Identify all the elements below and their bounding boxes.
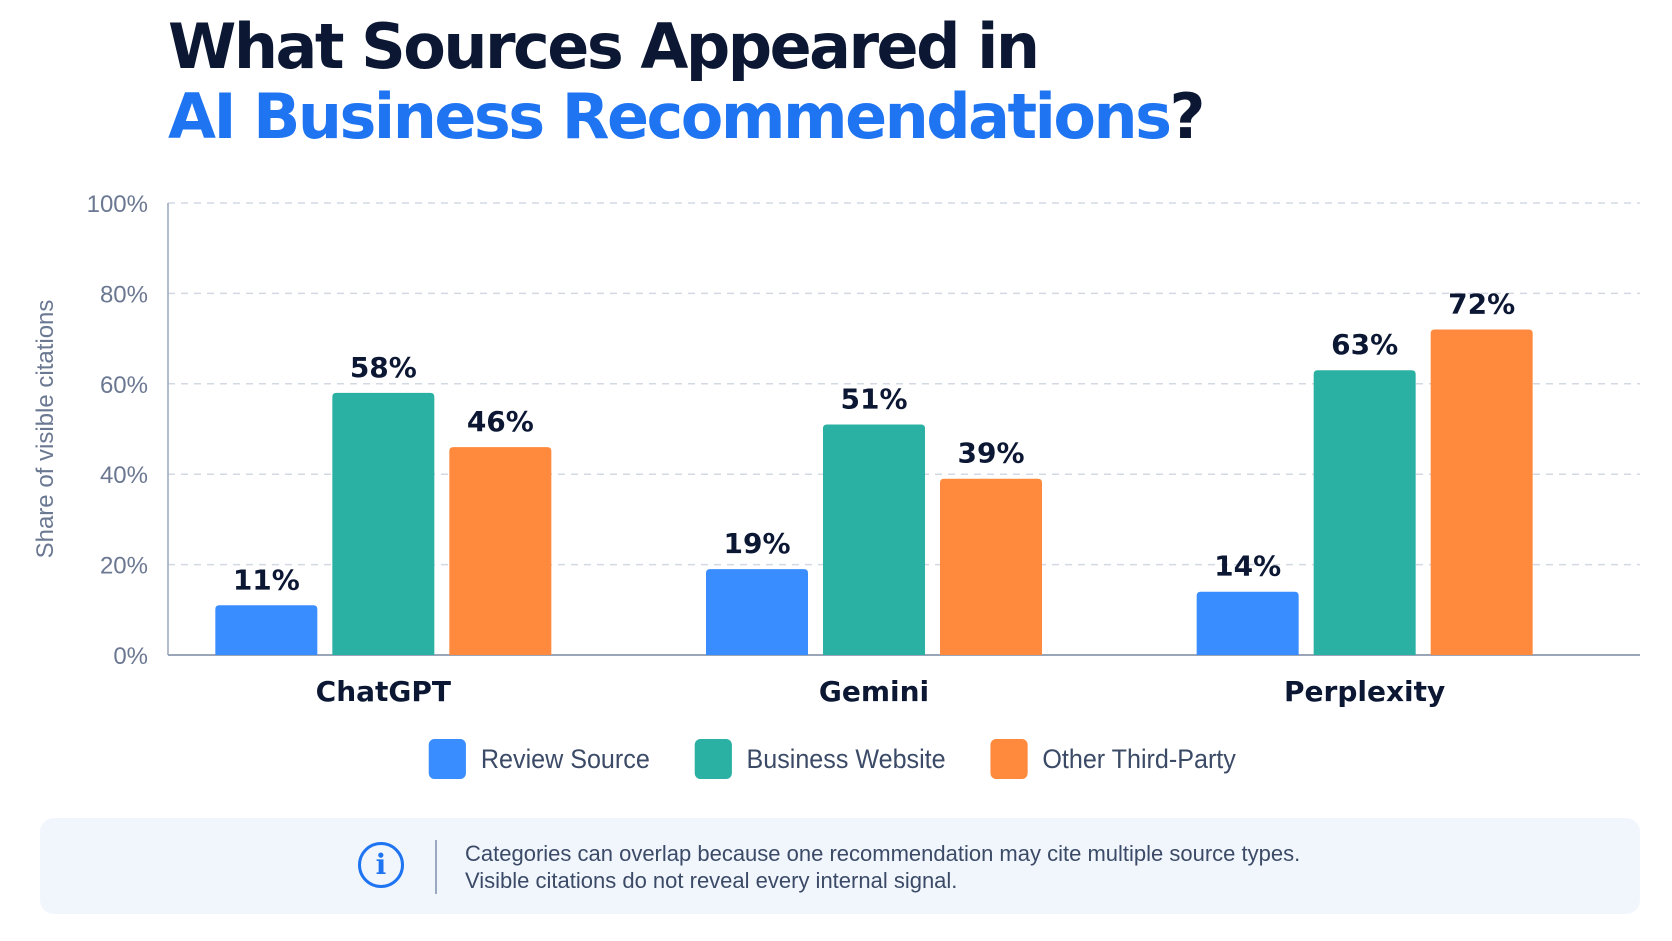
title-line-1: What Sources Appeared in <box>168 10 1040 83</box>
chart-title: What Sources Appeared in AI Business Reco… <box>168 10 1206 153</box>
legend-item-review-source: Review Source <box>428 739 650 779</box>
y-tick-label: 20% <box>100 553 148 580</box>
bar <box>449 447 552 655</box>
y-tick-label: 100% <box>87 191 148 218</box>
x-category-label: Gemini <box>819 675 929 708</box>
legend-swatch-business-website <box>694 739 732 779</box>
bar-value-label: 19% <box>723 527 790 560</box>
x-category-label: ChatGPT <box>316 675 451 708</box>
note-line-2: Visible citations do not reveal every in… <box>465 868 958 893</box>
note-line-1: Categories can overlap because one recom… <box>465 841 1301 866</box>
y-tick-label: 80% <box>100 281 148 308</box>
bar-value-label: 11% <box>233 563 300 596</box>
title-question-mark: ? <box>1169 80 1206 153</box>
bar-value-label: 14% <box>1214 550 1281 583</box>
bar <box>940 478 1042 655</box>
bar-value-label: 39% <box>957 437 1024 470</box>
legend-swatch-review-source <box>428 739 467 779</box>
y-tick-label: 60% <box>100 372 148 399</box>
bar <box>1313 370 1416 655</box>
y-axis-label: Share of visible citations <box>32 300 59 559</box>
y-tick-label: 40% <box>100 462 148 489</box>
y-tick-label: 0% <box>113 643 148 670</box>
bar-value-label: 72% <box>1448 288 1515 321</box>
legend-item-business-website: Business Website <box>694 739 946 779</box>
bar <box>215 605 318 655</box>
legend-swatch-other-third-party <box>990 739 1028 779</box>
x-category-label: Perplexity <box>1284 675 1445 708</box>
legend-label: Review Source <box>480 743 650 774</box>
legend-label: Business Website <box>746 743 946 774</box>
bar <box>1196 591 1299 655</box>
legend-label: Other Third-Party <box>1042 743 1236 774</box>
bar <box>823 424 925 655</box>
bar-value-label: 46% <box>467 405 534 438</box>
title-accent: AI Business Recommendations <box>168 80 1172 153</box>
legend: Review Source Business Website Other Thi… <box>0 739 1665 779</box>
info-icon: i <box>358 842 404 888</box>
info-note: i Categories can overlap because one rec… <box>40 818 1640 914</box>
bar-value-label: 63% <box>1331 328 1398 361</box>
bar <box>1430 329 1533 655</box>
note-text: Categories can overlap because one recom… <box>465 840 1300 894</box>
note-divider <box>435 840 437 894</box>
bar-chart: 0% 20% 40% 60% 80% 100% Share of visible citat… <box>32 191 1640 708</box>
bar-value-label: 58% <box>350 351 417 384</box>
legend-item-other-third-party: Other Third-Party <box>990 739 1236 779</box>
bar <box>706 569 808 655</box>
bar <box>332 392 435 655</box>
bar-value-label: 51% <box>840 382 907 415</box>
